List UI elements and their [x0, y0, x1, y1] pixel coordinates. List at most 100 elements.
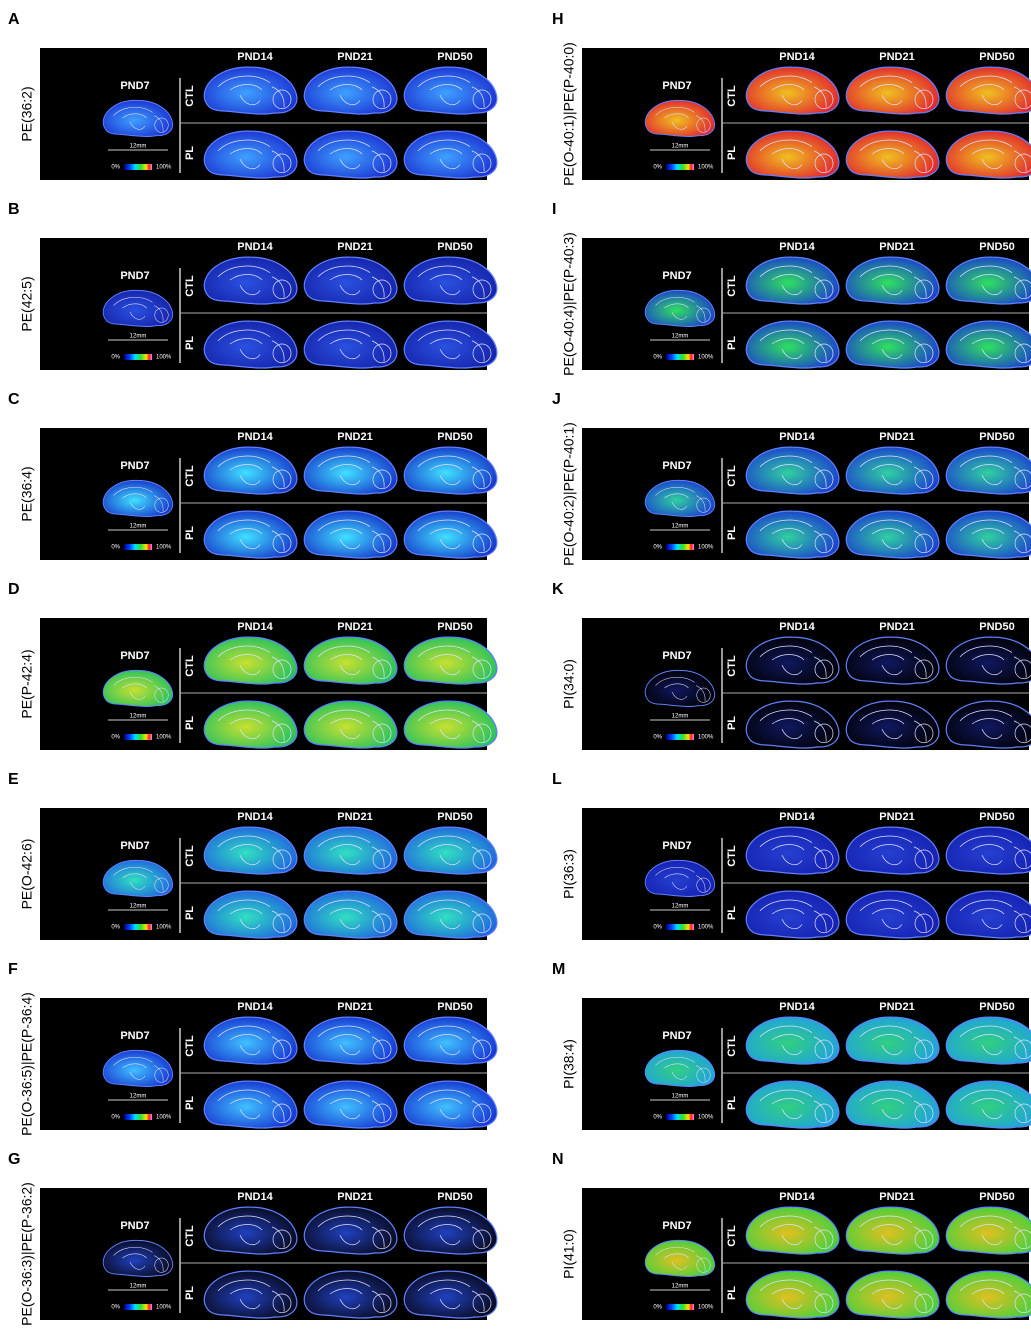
cerebellum [472, 1039, 492, 1060]
cerebellum [1014, 849, 1031, 870]
group-label: CTL [726, 85, 738, 107]
brain-section [403, 130, 498, 179]
cerebellum [914, 913, 934, 934]
group-label: PL [726, 526, 738, 540]
brain-section [945, 826, 1031, 875]
brain-section [745, 1080, 840, 1129]
cerebellum [372, 533, 392, 554]
panel: PND7 12mm 0% 100% CTL PL PND14 PND21 PND50 [582, 48, 1031, 180]
brain-outline [217, 835, 285, 868]
cerebellum [372, 659, 392, 680]
scale-label: 12mm [672, 144, 689, 150]
group-label: PL [726, 336, 738, 350]
cerebellum [472, 469, 492, 490]
colorbar-max: 100% [156, 1305, 172, 1311]
brain-section [945, 700, 1031, 749]
brain-outline [859, 265, 927, 298]
brain-outline [959, 329, 1027, 362]
age-label: PND50 [437, 1001, 472, 1013]
scale-label: 12mm [672, 904, 689, 910]
panel: PND7 12mm 0% 100% CTL PL PND14 PND21 PND50 [40, 618, 498, 750]
brain-outline [317, 265, 385, 298]
brain-section [845, 890, 940, 939]
brain-outline [759, 329, 827, 362]
panel-label: PE(P-42:4) [19, 649, 35, 718]
brain-outline [655, 1247, 706, 1272]
age-label: PND50 [437, 51, 472, 63]
brain-outline [859, 899, 927, 932]
colorbar-min: 0% [653, 165, 662, 171]
brain-outline [959, 1215, 1027, 1248]
colorbar-max: 100% [698, 355, 714, 361]
brain-outline [317, 1215, 385, 1248]
cerebellum [814, 723, 834, 744]
group-label: PL [726, 146, 738, 160]
cerebellum [914, 1229, 934, 1250]
brain-outline [859, 519, 927, 552]
brain-section [845, 256, 940, 305]
cerebellum [272, 1293, 292, 1314]
colorbar-min: 0% [111, 735, 120, 741]
panel: PND7 12mm 0% 100% CTL PL PND14 PND21 PND50 [582, 998, 1031, 1130]
brain-section [403, 446, 498, 495]
brain-outline [317, 455, 385, 488]
cerebellum [814, 1229, 834, 1250]
group-label: PL [726, 906, 738, 920]
cerebellum [372, 849, 392, 870]
scale-label: 12mm [130, 1094, 147, 1100]
scale-label: 12mm [130, 904, 147, 910]
brain-outline [217, 455, 285, 488]
group-label: PL [184, 526, 196, 540]
panel-letter: E [8, 771, 19, 788]
cerebellum [154, 687, 169, 703]
brain-outline [959, 139, 1027, 172]
panel-letter: H [552, 11, 564, 28]
cerebellum [914, 153, 934, 174]
colorbar-max: 100% [156, 925, 172, 931]
brain-outline [113, 677, 164, 702]
brain-outline [217, 1089, 285, 1122]
scale-label: 12mm [672, 524, 689, 530]
cerebellum [472, 279, 492, 300]
cerebellum [696, 877, 711, 893]
brain-outline [759, 1089, 827, 1122]
age-label: PND50 [979, 431, 1014, 443]
brain-section [745, 66, 840, 115]
age-label: PND7 [662, 840, 691, 852]
cerebellum [814, 1293, 834, 1314]
brain-section [403, 1206, 498, 1255]
cerebellum [272, 469, 292, 490]
group-label: PL [184, 716, 196, 730]
brain-outline [959, 899, 1027, 932]
brain-outline [113, 297, 164, 322]
brain-section [102, 479, 174, 517]
brain-section [745, 1270, 840, 1319]
brain-section [403, 320, 498, 369]
brain-outline [759, 519, 827, 552]
colorbar-min: 0% [653, 355, 662, 361]
cerebellum [372, 913, 392, 934]
brain-outline [417, 265, 485, 298]
brain-section [102, 1239, 174, 1277]
cerebellum [814, 1103, 834, 1124]
cerebellum [272, 343, 292, 364]
cerebellum [472, 1229, 492, 1250]
brain-outline [859, 1089, 927, 1122]
brain-section [203, 1080, 298, 1129]
age-label: PND21 [337, 1191, 372, 1203]
age-label: PND50 [437, 621, 472, 633]
brain-tissue [945, 1016, 1031, 1065]
brain-outline [959, 265, 1027, 298]
brain-section [644, 289, 716, 327]
cerebellum [914, 533, 934, 554]
age-label: PND50 [437, 811, 472, 823]
brain-section [644, 669, 716, 707]
colorbar-max: 100% [156, 355, 172, 361]
age-label: PND50 [979, 241, 1014, 253]
colorbar [666, 354, 694, 360]
brain-section [945, 1080, 1031, 1129]
cerebellum [472, 849, 492, 870]
scale-label: 12mm [130, 334, 147, 340]
brain-outline [959, 835, 1027, 868]
cerebellum [914, 1039, 934, 1060]
